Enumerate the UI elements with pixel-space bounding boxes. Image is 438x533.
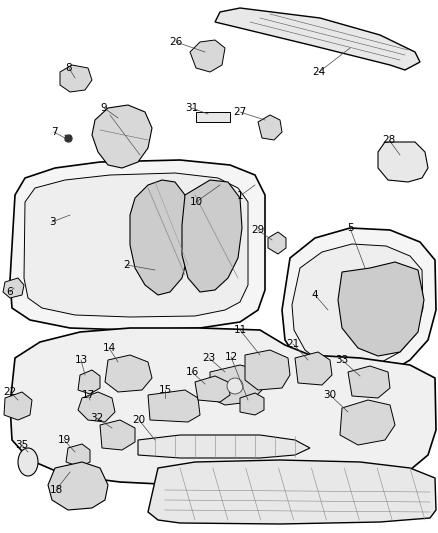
Polygon shape xyxy=(282,228,436,380)
Polygon shape xyxy=(3,278,24,298)
Text: 7: 7 xyxy=(51,127,57,137)
Text: 30: 30 xyxy=(323,390,336,400)
Text: 6: 6 xyxy=(7,287,13,297)
Polygon shape xyxy=(105,355,152,392)
Polygon shape xyxy=(100,420,135,450)
Polygon shape xyxy=(340,400,395,445)
Text: 3: 3 xyxy=(49,217,55,227)
Polygon shape xyxy=(148,390,200,422)
Polygon shape xyxy=(210,365,262,405)
Polygon shape xyxy=(78,392,115,422)
Text: 27: 27 xyxy=(233,107,247,117)
Text: 23: 23 xyxy=(202,353,215,363)
Polygon shape xyxy=(60,65,92,92)
Text: 20: 20 xyxy=(132,415,145,425)
Polygon shape xyxy=(240,393,264,415)
Polygon shape xyxy=(196,112,230,122)
Polygon shape xyxy=(130,180,190,295)
Polygon shape xyxy=(4,392,32,420)
Polygon shape xyxy=(92,105,152,168)
Text: 24: 24 xyxy=(312,67,325,77)
Text: 1: 1 xyxy=(237,191,244,201)
Polygon shape xyxy=(190,40,225,72)
Polygon shape xyxy=(78,370,100,394)
Text: 28: 28 xyxy=(382,135,396,145)
Text: 14: 14 xyxy=(102,343,116,353)
Polygon shape xyxy=(148,460,436,524)
Polygon shape xyxy=(348,366,390,398)
Polygon shape xyxy=(66,444,90,467)
Text: 13: 13 xyxy=(74,355,88,365)
Polygon shape xyxy=(182,180,242,292)
Circle shape xyxy=(227,378,243,394)
Text: 29: 29 xyxy=(251,225,265,235)
Text: 4: 4 xyxy=(312,290,318,300)
Polygon shape xyxy=(295,352,332,385)
Text: 15: 15 xyxy=(159,385,172,395)
Text: 16: 16 xyxy=(185,367,198,377)
Polygon shape xyxy=(245,350,290,390)
Polygon shape xyxy=(292,244,423,368)
Text: 26: 26 xyxy=(170,37,183,47)
Polygon shape xyxy=(10,328,436,485)
Polygon shape xyxy=(258,115,282,140)
Polygon shape xyxy=(138,435,310,458)
Polygon shape xyxy=(268,232,286,254)
Polygon shape xyxy=(10,160,265,330)
Text: 12: 12 xyxy=(224,352,238,362)
Text: 18: 18 xyxy=(49,485,63,495)
Text: 11: 11 xyxy=(233,325,247,335)
Text: 21: 21 xyxy=(286,339,300,349)
Polygon shape xyxy=(195,376,230,402)
Ellipse shape xyxy=(18,448,38,476)
Polygon shape xyxy=(338,262,424,356)
Text: 10: 10 xyxy=(190,197,202,207)
Text: 22: 22 xyxy=(4,387,17,397)
Text: 9: 9 xyxy=(101,103,107,113)
Text: 5: 5 xyxy=(347,223,353,233)
Text: 17: 17 xyxy=(81,390,95,400)
Text: 32: 32 xyxy=(90,413,104,423)
Polygon shape xyxy=(215,8,420,70)
Text: 33: 33 xyxy=(336,355,349,365)
Text: 2: 2 xyxy=(124,260,131,270)
Polygon shape xyxy=(378,142,428,182)
Polygon shape xyxy=(24,173,248,317)
Text: 31: 31 xyxy=(185,103,198,113)
Text: 19: 19 xyxy=(57,435,71,445)
Text: 8: 8 xyxy=(66,63,72,73)
Polygon shape xyxy=(48,462,108,510)
Text: 35: 35 xyxy=(15,440,28,450)
